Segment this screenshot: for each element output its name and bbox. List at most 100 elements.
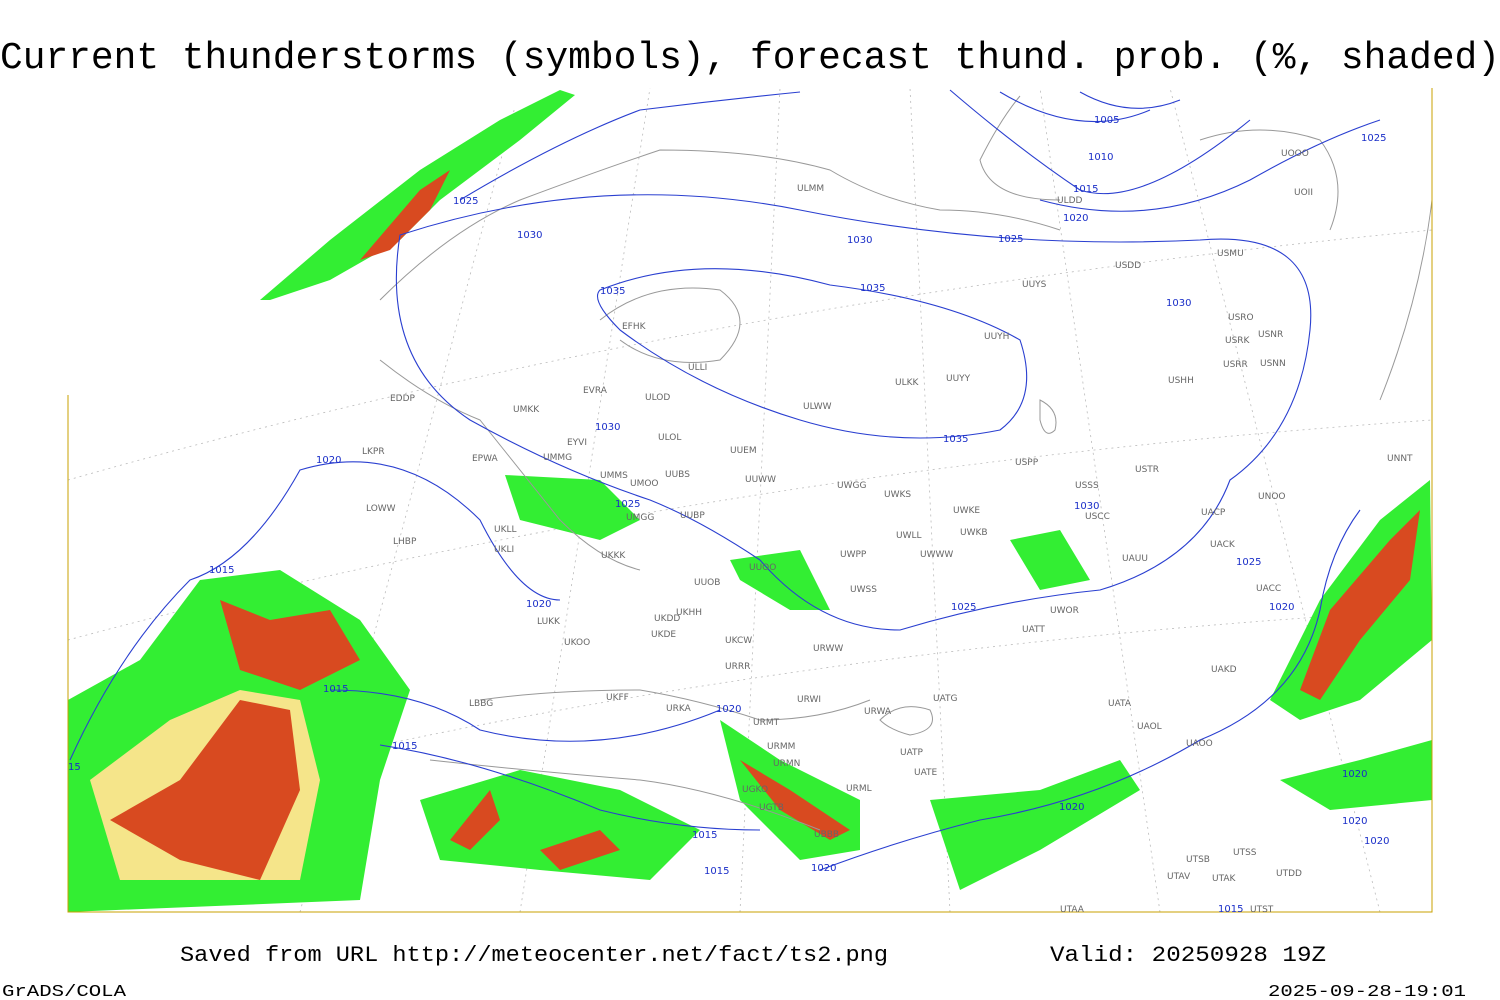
station-label: UACK: [1210, 540, 1236, 550]
station-label: UKLI: [494, 545, 514, 555]
station-label: UWWW: [920, 550, 953, 560]
valid-time: Valid: 20250928 19Z: [1050, 943, 1326, 968]
isobar-label: 1025: [998, 234, 1023, 245]
station-label: UUEM: [730, 446, 757, 456]
station-label: UAOO: [1186, 739, 1213, 749]
station-label: UWKE: [953, 506, 980, 516]
station-label: URKA: [666, 704, 692, 714]
station-label: UWGG: [837, 481, 866, 491]
map-title: Current thunderstorms (symbols), forecas…: [0, 37, 1500, 80]
station-label: UWSS: [850, 585, 877, 595]
station-label: USHH: [1168, 376, 1194, 386]
station-label: URRR: [725, 662, 750, 672]
isobar-labels: 1025 1030 1035 1030 1035 1025 1020 1015 1010 1005…: [68, 115, 1389, 915]
station-label: URWI: [797, 695, 821, 705]
isobar-label: 1020: [1059, 802, 1084, 813]
station-label: UUWW: [745, 475, 776, 485]
source-url: Saved from URL http://meteocenter.net/fa…: [180, 943, 888, 968]
station-label: ULKK: [895, 378, 920, 388]
station-label: UUBP: [680, 511, 705, 521]
station-label: UATG: [933, 694, 958, 704]
station-label: URWW: [813, 644, 843, 654]
station-label: UAOL: [1137, 722, 1162, 732]
isobar-label: 1005: [1094, 115, 1119, 126]
isobar-label: 1020: [1269, 602, 1294, 613]
station-label: USCC: [1085, 512, 1110, 522]
station-label: UUOO: [749, 563, 776, 573]
station-label: UNNT: [1387, 454, 1413, 464]
isobar-label: 1015: [692, 830, 717, 841]
station-label: UKCW: [725, 636, 752, 646]
station-label: USPP: [1015, 458, 1039, 468]
station-label: USRO: [1228, 313, 1254, 323]
station-label: USDD: [1115, 261, 1141, 271]
station-label: UWLL: [896, 531, 922, 541]
station-label: UTSS: [1233, 848, 1257, 858]
station-label: UGTB: [759, 803, 784, 813]
station-label: UWKS: [884, 490, 911, 500]
station-label: USRR: [1223, 360, 1248, 370]
station-label: LHBP: [393, 537, 417, 547]
station-label: UMMG: [543, 453, 572, 463]
station-label: USMU: [1217, 249, 1244, 259]
isobar-label: 1020: [1342, 769, 1367, 780]
isobar-label: 1020: [1342, 816, 1367, 827]
station-label: ULDD: [1057, 196, 1083, 206]
station-label: UOOO: [1281, 149, 1309, 159]
station-label: UNOO: [1258, 492, 1286, 502]
isobar-label: 1015: [209, 565, 234, 576]
isobar-label: 1020: [716, 704, 741, 715]
station-label: LOWW: [366, 504, 396, 514]
isobar-label: 1030: [595, 422, 620, 433]
station-label: UUYS: [1022, 280, 1047, 290]
isobar-label: 15: [68, 762, 81, 773]
isobar-label: 1030: [1074, 501, 1099, 512]
station-label: EPWA: [472, 454, 499, 464]
station-label: LKPR: [362, 447, 385, 457]
station-label: UKLL: [494, 525, 517, 535]
station-label: UAKD: [1211, 665, 1237, 675]
isobar-label: 1025: [1236, 557, 1261, 568]
isobar-label: 1035: [943, 434, 968, 445]
station-label: ULWW: [803, 402, 832, 412]
station-label: URWA: [864, 707, 892, 717]
station-label: UBBB: [814, 830, 839, 840]
isobar-label: 1020: [811, 863, 836, 874]
station-label: UUYH: [984, 332, 1009, 342]
station-label: URML: [846, 784, 872, 794]
station-label: UOII: [1294, 188, 1313, 198]
station-label: UKDD: [654, 614, 680, 624]
station-label: EDDP: [390, 394, 416, 404]
station-label: UTAV: [1167, 872, 1191, 882]
isobar-label: 1015: [1073, 184, 1098, 195]
station-label: UKOO: [564, 638, 590, 648]
station-label: UWKB: [960, 528, 988, 538]
map-frame: [67, 88, 1433, 913]
station-labels: EFHK ULLI EVRA ULOD UMKK EDDP ULOL EYVI UUEM EPWA…: [362, 149, 1413, 915]
isobar-label: 1020: [1063, 213, 1088, 224]
station-label: UKFF: [606, 693, 629, 703]
isobar-label: 1015: [1218, 904, 1243, 915]
isobar-label: 1025: [453, 196, 478, 207]
station-label: UTSB: [1186, 855, 1210, 865]
isobar-label: 1020: [1364, 836, 1389, 847]
isobar-label: 1030: [1166, 298, 1191, 309]
station-label: UACC: [1256, 584, 1281, 594]
station-label: ULLI: [688, 363, 707, 373]
station-label: UAUU: [1122, 554, 1148, 564]
station-label: UTAA: [1060, 905, 1085, 915]
station-label: UWPP: [840, 550, 867, 560]
station-label: URMT: [753, 718, 780, 728]
station-label: UWOR: [1050, 606, 1079, 616]
station-label: ULMM: [797, 184, 824, 194]
isobar-label: 1025: [951, 602, 976, 613]
station-label: USTR: [1135, 465, 1159, 475]
station-label: URMN: [773, 759, 800, 769]
isobar-label: 1020: [316, 455, 341, 466]
isobar-label: 1030: [517, 230, 542, 241]
station-label: LBBG: [469, 699, 493, 709]
isobar-label: 1010: [1088, 152, 1113, 163]
station-label: ULOD: [645, 393, 670, 403]
station-label: UKKK: [601, 551, 626, 561]
isobar-label: 1035: [860, 283, 885, 294]
